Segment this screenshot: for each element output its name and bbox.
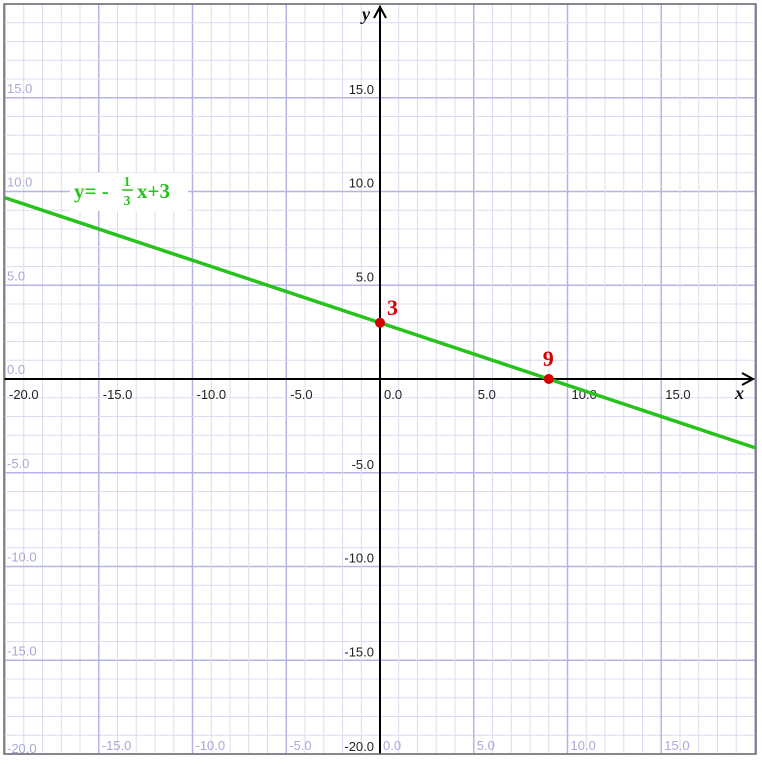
equation-label: y= - 1 3 x+3 (70, 173, 188, 211)
ghost-x-tick-label: -5.0 (289, 738, 311, 753)
x-axis-label: x (734, 383, 744, 403)
equation-numerator: 1 (124, 175, 131, 190)
ghost-y-tick-label: 15.0 (7, 81, 32, 96)
equation-suffix: x+3 (137, 179, 170, 203)
x-axis-arrow (741, 372, 756, 386)
ghost-x-tick-label: 10.0 (571, 738, 596, 753)
x-tick-label: -20.0 (9, 387, 39, 402)
ghost-tick-labels: 15.010.05.00.0-5.0-10.0-15.0-20.0 -15.0 -1… (7, 81, 690, 756)
y-axis-arrow (373, 4, 387, 19)
ghost-y-tick-label: -15.0 (7, 643, 37, 658)
x-tick-label: 0.0 (384, 387, 402, 402)
ghost-y-tick-label: 0.0 (7, 362, 25, 377)
ghost-y-tick-label: 5.0 (7, 268, 25, 283)
axes (4, 4, 756, 754)
tick-labels: -20.0 -15.0 -10.0 -5.0 0.0 5.0 10.0 15.015.010.… (9, 82, 691, 754)
x-tick-label: -5.0 (290, 387, 312, 402)
x-tick-label: -15.0 (103, 387, 133, 402)
ghost-x-tick-label: -15.0 (102, 738, 132, 753)
data-point-label: 9 (543, 346, 554, 371)
y-tick-label: -10.0 (344, 551, 374, 566)
y-axis-label: y (360, 4, 371, 24)
x-tick-label: 10.0 (572, 387, 597, 402)
y-tick-label: -5.0 (352, 457, 374, 472)
x-tick-label: -10.0 (197, 387, 227, 402)
y-tick-label: -15.0 (344, 644, 374, 659)
ghost-x-tick-label: 15.0 (664, 738, 689, 753)
ghost-y-tick-label: 10.0 (7, 175, 32, 190)
y-tick-label: 5.0 (356, 269, 374, 284)
plot-frame (3, 3, 757, 755)
y-tick-label: 10.0 (349, 176, 374, 191)
ghost-x-tick-label: 0.0 (383, 738, 401, 753)
y-tick-label: -20.0 (344, 739, 374, 754)
y-tick-label: 15.0 (349, 82, 374, 97)
x-tick-label: 15.0 (665, 387, 690, 402)
point-layer: 39 (375, 295, 554, 384)
equation-prefix: y= - (74, 179, 109, 203)
ghost-y-tick-label: -20.0 (7, 741, 37, 756)
x-tick-label: 5.0 (478, 387, 496, 402)
ghost-x-tick-label: -10.0 (196, 738, 226, 753)
ghost-y-tick-label: -10.0 (7, 550, 37, 565)
data-point-label: 3 (387, 295, 398, 320)
ghost-y-tick-label: -5.0 (7, 456, 29, 471)
ghost-x-tick-label: 5.0 (477, 738, 495, 753)
data-point (543, 374, 554, 384)
equation-denominator: 3 (124, 194, 131, 209)
data-point (375, 317, 385, 328)
